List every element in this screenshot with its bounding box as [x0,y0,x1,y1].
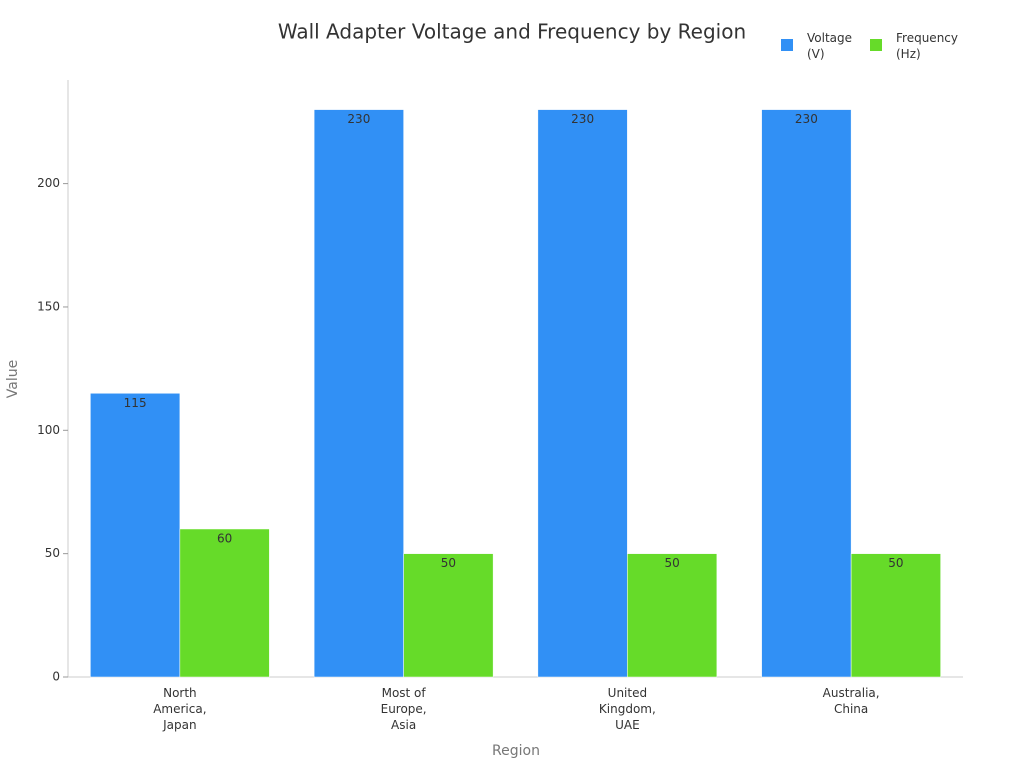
legend-swatch [781,39,793,51]
value-label: 115 [124,396,147,410]
bar [537,109,628,678]
value-label: 230 [347,112,370,126]
legend-swatch [870,39,882,51]
y-tick-label: 100 [37,423,60,437]
value-label: 50 [441,556,456,570]
x-axis-label: Region [492,743,540,759]
x-tick-label: Australia, China [822,686,880,716]
value-label: 60 [217,531,232,545]
bar [313,109,404,678]
y-tick-label: 200 [37,176,60,190]
x-tick-label: North America, Japan [153,686,207,732]
legend-label: Frequency (Hz) [896,31,958,61]
x-tick-label: Most of Europe, Asia [380,686,427,732]
value-label: 230 [571,112,594,126]
y-tick-label: 150 [37,299,60,313]
chart-title: Wall Adapter Voltage and Frequency by Re… [278,20,746,44]
bar [761,109,852,678]
value-label: 50 [664,556,679,570]
bar [179,528,270,678]
bar [403,553,494,678]
y-tick-label: 50 [45,546,60,560]
bar [850,553,941,678]
legend-label: Voltage (V) [807,31,853,61]
y-tick-label: 0 [52,670,60,684]
bar [627,553,718,678]
value-label: 230 [795,112,818,126]
x-tick-label: United Kingdom, UAE [598,686,656,732]
y-axis-label: Value [5,360,21,398]
value-label: 50 [888,556,903,570]
bar [90,393,181,678]
